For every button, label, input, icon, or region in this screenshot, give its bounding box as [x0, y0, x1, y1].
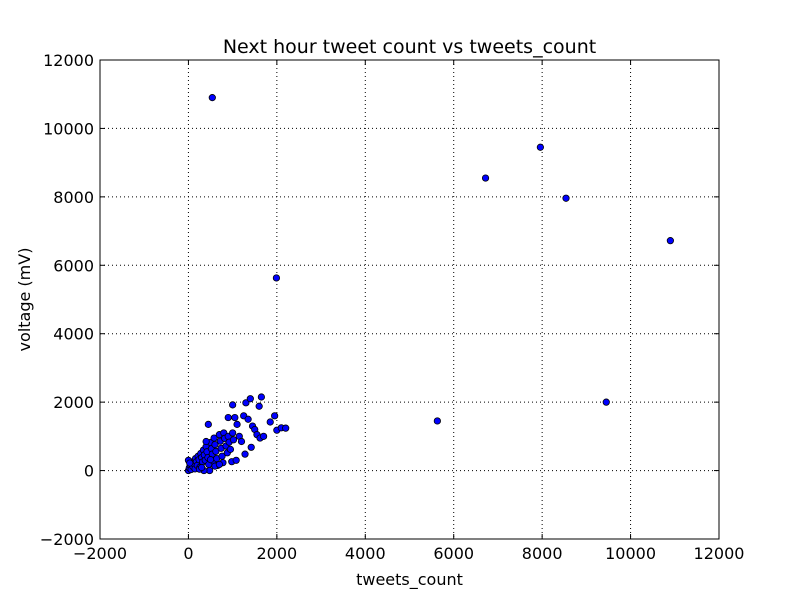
data-point [232, 456, 240, 464]
data-point [186, 459, 194, 467]
x-tick-label: 4000 [345, 544, 386, 563]
data-point [246, 395, 254, 403]
data-point [255, 402, 263, 410]
plot-frame [99, 59, 720, 540]
data-point [226, 445, 235, 453]
chart-title: Next hour tweet count vs tweets_count [223, 36, 596, 58]
data-point [233, 420, 241, 428]
data-point [237, 437, 246, 446]
data-point [206, 456, 215, 464]
y-tick-label: 0 [84, 462, 94, 481]
x-tick-label: 0 [183, 544, 193, 563]
data-point [208, 94, 216, 102]
y-tick-label: 4000 [53, 325, 94, 344]
data-point [229, 436, 238, 444]
data-point [242, 399, 250, 407]
y-tick-label: 6000 [53, 256, 94, 275]
y-tick-label: 8000 [53, 188, 94, 207]
x-tick-label: 10000 [605, 544, 656, 563]
scatter-points [184, 94, 674, 475]
y-tick-label: 2000 [53, 393, 94, 412]
axis-ticks: −2000 0 2000 4000 6000 8000 10000 12000 −2000 0 20… [40, 51, 745, 563]
data-point [481, 174, 490, 182]
data-point [271, 412, 279, 420]
data-point [666, 237, 674, 245]
data-point [536, 143, 544, 151]
x-tick-label: 12000 [694, 544, 745, 563]
data-point [224, 413, 232, 422]
data-point [247, 443, 255, 451]
data-point [231, 413, 239, 422]
data-point [433, 417, 441, 425]
data-point [602, 398, 610, 406]
y-tick-label: −2000 [40, 530, 94, 549]
data-point [272, 274, 281, 282]
data-point [212, 447, 220, 456]
x-tick-label: 8000 [522, 544, 563, 563]
data-point [202, 437, 210, 446]
x-tick-label: −2000 [73, 544, 127, 563]
x-tick-label: 2000 [256, 544, 297, 563]
data-point [266, 418, 274, 426]
data-point [229, 429, 237, 437]
data-point [229, 401, 237, 409]
data-point [244, 415, 252, 423]
data-point [198, 463, 206, 472]
data-point [257, 393, 265, 401]
data-point [282, 424, 290, 432]
y-axis-label: voltage (mV) [15, 248, 34, 352]
x-tick-label: 6000 [433, 544, 474, 563]
y-tick-label: 10000 [43, 119, 94, 138]
data-point [259, 432, 268, 440]
data-point [211, 440, 219, 449]
x-axis-label: tweets_count [356, 570, 463, 590]
data-point [215, 460, 223, 469]
data-point [241, 450, 249, 458]
data-point [562, 194, 570, 202]
y-tick-label: 12000 [43, 51, 94, 70]
data-point [204, 420, 212, 428]
